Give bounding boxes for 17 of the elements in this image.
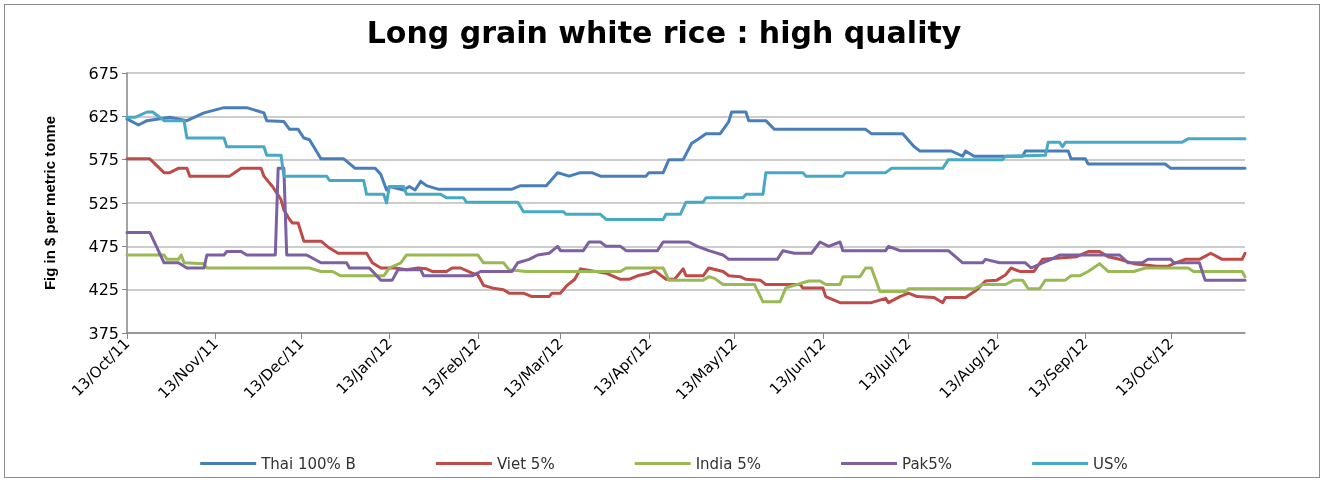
- y-tick-label: 575: [88, 150, 119, 170]
- chart-title: Long grain white rice : high quality: [366, 14, 962, 50]
- y-tick-label: 675: [88, 63, 119, 83]
- legend-label: Pak5%: [902, 454, 953, 473]
- y-tick-label: 525: [88, 193, 119, 213]
- line-series: [125, 166, 1247, 282]
- y-axis-title: Fig in $ per metric tonne: [41, 115, 58, 291]
- y-tick-label: 475: [88, 236, 119, 256]
- line-series: [125, 110, 1247, 221]
- legend-label: US%: [1093, 454, 1128, 473]
- legend-label: India 5%: [695, 454, 762, 473]
- y-tick-label: 425: [88, 280, 119, 300]
- legend-label: Thai 100% B: [260, 454, 356, 473]
- line-series: [125, 253, 1247, 304]
- line-series: [125, 106, 1247, 192]
- legend-label: Viet 5%: [496, 454, 555, 473]
- y-tick-label: 625: [88, 106, 119, 126]
